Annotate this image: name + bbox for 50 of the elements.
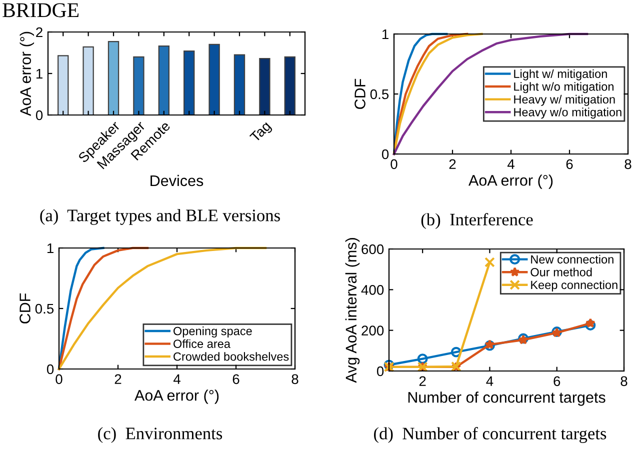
x-tick-label: 8: [620, 376, 628, 386]
legend-label: Heavy w/o mitigation: [514, 108, 622, 119]
x-tick-label: 2: [419, 376, 426, 386]
x-axis-title: Devices: [150, 174, 204, 186]
x-tick-label: 2: [449, 159, 456, 169]
x-tick-label: 8: [624, 159, 632, 170]
y-tick-label: 2: [36, 27, 42, 38]
x-tick-label: 2: [114, 374, 122, 384]
y-axis-title: Avg AoA interval (ms): [345, 238, 360, 383]
x-tick-label: 6: [566, 159, 573, 170]
y-tick-label: 0.5: [35, 304, 54, 314]
y-tick-label: 600: [362, 244, 384, 254]
legend-label: Light w/o mitigation: [514, 82, 614, 94]
y-axis-title: AoA error (°): [20, 32, 34, 116]
legend-label: Light w/ mitigation: [514, 69, 607, 80]
legend-label: Keep connection: [531, 280, 618, 292]
y-tick-label: 1: [36, 68, 42, 79]
y-tick-label: 1: [47, 243, 54, 254]
x-tick-label: 8: [292, 374, 298, 384]
x-tick-label: 4: [486, 376, 494, 386]
y-tick-label: 0: [36, 110, 43, 120]
x-tick-label: 0: [390, 159, 398, 170]
text: BRIDGE: [2, 3, 79, 18]
x-tick-label: 4: [173, 374, 180, 384]
legend-label: Crowded bookshelves: [174, 352, 289, 361]
legend-label: Office area: [174, 339, 230, 348]
legend-label: Opening space: [174, 326, 252, 338]
x-tick-label: Tag: [249, 120, 274, 145]
y-tick-label: 0: [376, 366, 384, 376]
x-tick-label: 0: [56, 374, 62, 384]
y-tick-label: 0.5: [370, 89, 389, 100]
x-axis-title: AoA error (°): [468, 174, 553, 189]
text: (b) Interference: [421, 213, 533, 229]
x-tick-label: 6: [554, 376, 560, 386]
y-tick-label: 400: [361, 285, 384, 295]
y-tick-label: 0: [46, 364, 54, 374]
text: (d) Number of concurrent targets: [374, 427, 606, 443]
x-axis-title: AoA error (°): [134, 390, 219, 404]
legend-label: Heavy w/ mitigation: [514, 94, 615, 106]
y-axis-title: CDF: [354, 78, 366, 109]
legend-label: New connection: [531, 254, 614, 264]
y-axis-title: CDF: [20, 293, 30, 324]
y-tick-label: 200: [362, 326, 384, 336]
legend-label: Our method: [530, 268, 592, 276]
x-tick-label: 6: [232, 374, 240, 384]
y-tick-label: 1: [382, 29, 388, 40]
text: (a) Target types and BLE versions: [40, 209, 280, 225]
text: (c) Environments: [98, 427, 222, 443]
x-axis-title: Number of concurrent targets: [408, 392, 606, 406]
x-tick-label: 4: [507, 159, 514, 169]
